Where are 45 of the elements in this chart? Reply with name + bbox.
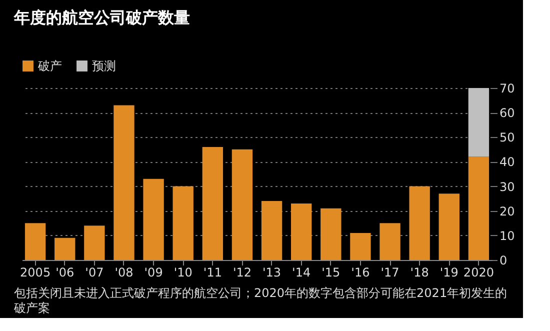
x-tick-label: '06 [56,266,74,280]
y-tick-label: 50 [500,130,515,145]
x-tick-label: '17 [380,266,400,280]
y-tick-label: 60 [500,106,515,120]
bar [350,232,371,260]
x-tick-label: '10 [174,266,192,280]
x-tick-label: '19 [440,266,458,280]
bar [202,146,224,260]
bar [380,223,400,260]
y-tick-label: 30 [500,180,515,194]
x-tick-label: '12 [232,266,252,280]
x-tick-label: 2005 [20,266,51,280]
legend-label: 预测 [92,59,116,73]
legend-label: 破产 [37,59,62,73]
chart-title: 年度的航空公司破产数量 [13,8,190,27]
y-tick-label: 70 [500,82,515,96]
bar [143,178,164,260]
bar [409,186,430,260]
x-tick-label: 2020 [463,266,494,280]
x-tick-label: '14 [292,266,311,280]
x-tick-label: '16 [351,266,370,280]
bar [172,186,194,260]
bar [438,194,460,260]
x-tick-label: '13 [262,266,282,280]
x-tick-label: '08 [114,266,134,280]
bar [84,226,105,260]
text: 包括关闭且未进入正式破产程序的航空公司；2020年的数字包含部分可能在2021年初发生的破产案 [13,286,508,315]
y-tick-label: 40 [500,155,515,170]
bar [114,105,134,260]
bar [261,201,282,260]
bar [290,203,312,260]
bar [232,149,253,260]
bar [468,88,490,157]
bar [320,208,342,260]
bar [54,238,76,260]
x-tick-label: '18 [410,266,429,280]
y-tick-label: 10 [500,228,515,243]
y-tick-label: 0 [500,254,508,268]
x-tick-label: '09 [144,266,163,280]
x-tick-label: '11 [203,266,222,280]
y-tick-label: 20 [500,204,515,218]
bar [468,156,490,260]
x-tick-label: '07 [85,266,104,280]
bar [24,223,46,260]
x-tick-label: '15 [322,266,340,280]
